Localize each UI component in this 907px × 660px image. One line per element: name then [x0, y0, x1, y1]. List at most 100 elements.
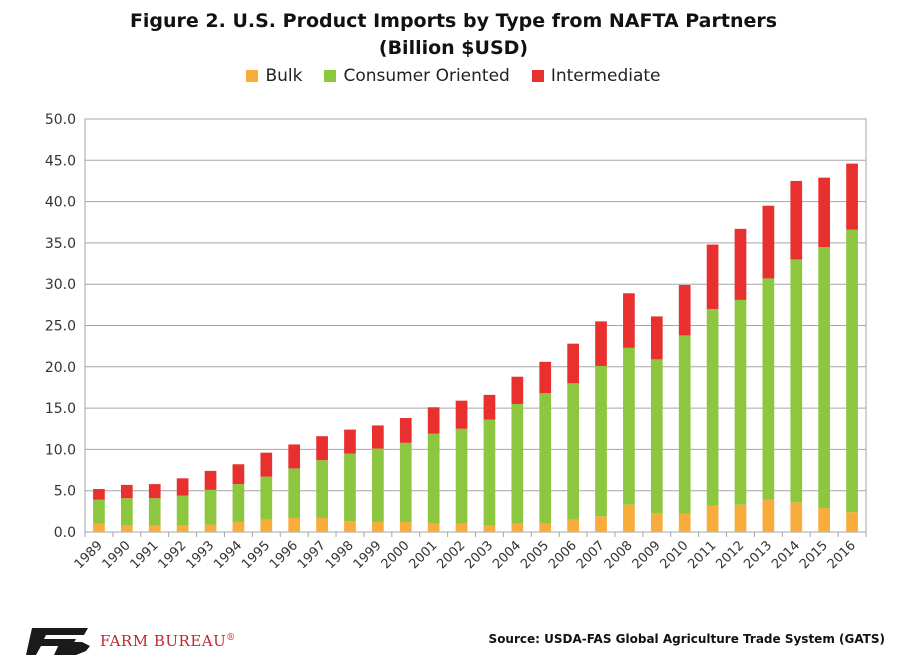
bar-consumer-oriented — [176, 495, 189, 526]
stacked-bar-chart: 0.0 5.0 10.0 15.0 20.0 25.0 30.0 35.0 40.0 45.0 50… — [45, 112, 867, 572]
x-tick-label: 1997 — [295, 538, 329, 572]
bar-bulk — [818, 508, 831, 532]
bar-consumer-oriented — [483, 419, 496, 526]
bar-bulk — [567, 519, 579, 532]
x-tick-label: 2005 — [518, 538, 552, 572]
bar-bulk — [399, 522, 412, 532]
x-tick-label: 2010 — [658, 538, 692, 572]
bar-intermediate — [567, 343, 579, 384]
bar-bulk — [678, 513, 691, 532]
bar-intermediate — [372, 425, 384, 449]
bar-intermediate — [650, 316, 663, 360]
x-tick-label: 2008 — [602, 538, 636, 572]
bar-intermediate — [539, 361, 552, 394]
bar-bulk — [316, 517, 328, 532]
x-tick-label: 2013 — [741, 538, 775, 572]
x-tick-label: 1994 — [211, 538, 245, 572]
y-tick-label: 50.0 — [45, 112, 76, 128]
chart-title: Figure 2. U.S. Product Imports by Type f… — [129, 10, 778, 32]
bar-intermediate — [846, 163, 858, 230]
bar-consumer-oriented — [650, 359, 663, 514]
bar-intermediate — [316, 436, 328, 461]
y-tick-label: 20.0 — [45, 360, 76, 376]
bar-bulk — [176, 525, 189, 532]
x-tick-label: 2001 — [406, 538, 440, 572]
bar-bulk — [427, 523, 440, 532]
bar-bulk — [846, 512, 858, 532]
bar-consumer-oriented — [567, 383, 579, 520]
x-tick-label: 1991 — [128, 538, 162, 572]
y-tick-label: 10.0 — [45, 442, 76, 458]
x-tick-label: 1989 — [72, 538, 106, 572]
x-tick-label: 1996 — [267, 538, 301, 572]
bar-consumer-oriented — [427, 433, 440, 524]
x-tick-label: 2003 — [462, 538, 496, 572]
bar-intermediate — [595, 321, 607, 366]
bar-consumer-oriented — [790, 259, 803, 503]
bar-bulk — [455, 523, 468, 532]
bar-intermediate — [288, 444, 301, 469]
bar-intermediate — [818, 177, 831, 248]
bar-bulk — [483, 525, 496, 532]
legend-swatch-intermediate — [531, 70, 544, 82]
bar-bulk — [650, 513, 663, 532]
bar-bulk — [623, 504, 635, 532]
chart-subtitle: (Billion $USD) — [378, 37, 529, 59]
bar-bulk — [260, 519, 273, 532]
legend-swatch-bulk — [246, 70, 259, 82]
y-tick-label: 45.0 — [45, 153, 76, 169]
bar-intermediate — [260, 452, 273, 477]
bar-intermediate — [678, 285, 691, 336]
legend-label-intermediate: Intermediate — [550, 66, 661, 86]
x-tick-label: 2006 — [546, 538, 580, 572]
legend-swatch-consumer-oriented — [324, 70, 337, 82]
bar-bulk — [148, 525, 161, 532]
bar-bulk — [372, 522, 384, 532]
bar-consumer-oriented — [539, 393, 552, 524]
x-tick-label: 1990 — [100, 538, 134, 572]
bar-bulk — [734, 504, 747, 532]
bar-bulk — [762, 499, 775, 532]
x-tick-label: 2004 — [490, 538, 524, 572]
bar-intermediate — [511, 376, 524, 404]
x-tick-label: 2015 — [797, 538, 831, 572]
y-tick-label: 40.0 — [45, 195, 76, 211]
legend-item-bulk: Bulk — [246, 66, 302, 86]
bar-bulk — [120, 525, 133, 532]
bar-consumer-oriented — [734, 299, 747, 505]
y-tick-label: 15.0 — [45, 401, 76, 417]
x-tick-label: 2000 — [379, 538, 413, 572]
x-tick-label: 2016 — [825, 538, 859, 572]
bar-consumer-oriented — [511, 403, 524, 524]
legend-label-consumer-oriented: Consumer Oriented — [343, 66, 510, 86]
legend-item-consumer-oriented: Consumer Oriented — [324, 66, 510, 86]
bar-consumer-oriented — [455, 428, 468, 524]
bar-intermediate — [623, 293, 635, 348]
bar-bulk — [93, 523, 105, 532]
bar-bulk — [595, 516, 607, 532]
y-tick-label: 5.0 — [54, 484, 76, 500]
bar-intermediate — [706, 244, 719, 309]
bar-intermediate — [455, 400, 468, 429]
legend-label-bulk: Bulk — [265, 66, 303, 86]
bar-consumer-oriented — [595, 365, 607, 517]
bar-intermediate — [176, 478, 189, 496]
bar-intermediate — [148, 484, 161, 499]
bar-intermediate — [232, 464, 245, 485]
bar-consumer-oriented — [372, 448, 384, 523]
x-tick-label: 1993 — [183, 538, 217, 572]
x-tick-label: 1999 — [351, 538, 385, 572]
bar-consumer-oriented — [93, 499, 105, 524]
bar-consumer-oriented — [120, 498, 133, 526]
bar-bulk — [511, 523, 524, 532]
x-tick-label: 2002 — [434, 538, 468, 572]
x-tick-label: 1995 — [239, 538, 273, 572]
source-note: Source: USDA-FAS Global Agriculture Trad… — [488, 632, 885, 646]
bar-intermediate — [790, 180, 803, 260]
bar-consumer-oriented — [288, 468, 301, 518]
bar-consumer-oriented — [232, 484, 245, 523]
farm-bureau-logo: FARM BUREAU® — [26, 626, 236, 656]
x-tick-label: 1998 — [323, 538, 357, 572]
bar-intermediate — [204, 470, 217, 490]
y-tick-label: 35.0 — [45, 236, 76, 252]
